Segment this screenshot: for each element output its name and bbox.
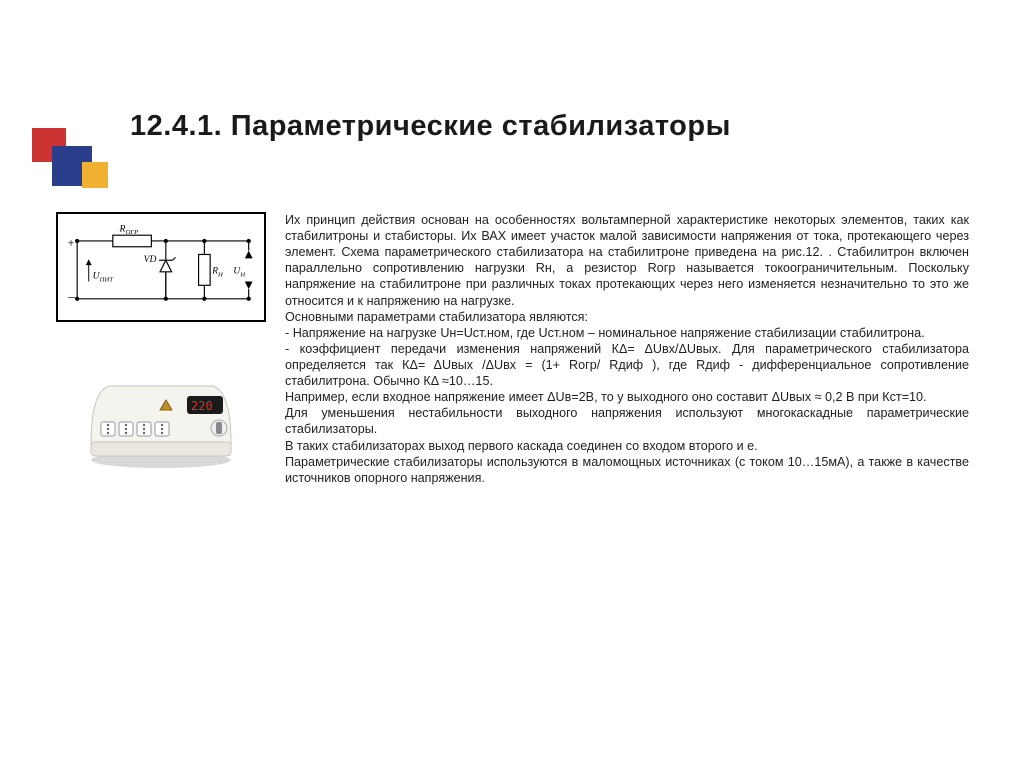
svg-text:UН: UН <box>233 266 246 279</box>
figures-column: + − UПИТ RОГР VD RН <box>55 212 267 486</box>
circuit-schematic: + − UПИТ RОГР VD RН <box>56 212 266 322</box>
paragraph: Их принцип действия основан на особеннос… <box>285 212 969 309</box>
paragraph: - Напряжение на нагрузке Uн=Uст.ном, где… <box>285 325 969 341</box>
paragraph: Для уменьшения нестабильности выходного … <box>285 405 969 437</box>
device-photo: 220 <box>71 362 251 472</box>
paragraph: В таких стабилизаторах выход первого кас… <box>285 438 969 454</box>
svg-text:RН: RН <box>211 266 224 279</box>
page-title: 12.4.1. Параметрические стабилизаторы <box>130 110 964 143</box>
plus-symbol: + <box>68 236 75 250</box>
device-display-value: 220 <box>191 399 213 413</box>
svg-text:VD: VD <box>144 254 157 265</box>
content-row: + − UПИТ RОГР VD RН <box>55 212 969 486</box>
svg-text:UПИТ: UПИТ <box>93 271 115 284</box>
paragraph: Например, если входное напряжение имеет … <box>285 389 969 405</box>
paragraph: Основными параметрами стабилизатора явля… <box>285 309 969 325</box>
minus-symbol: − <box>68 291 76 307</box>
decorative-squares <box>32 128 102 186</box>
deco-square-yellow <box>82 162 108 188</box>
paragraph: Параметрические стабилизаторы используют… <box>285 454 969 486</box>
paragraph: - коэффициент передачи изменения напряже… <box>285 341 969 389</box>
body-text: Их принцип действия основан на особеннос… <box>285 212 969 486</box>
svg-text:RОГР: RОГР <box>119 223 139 236</box>
